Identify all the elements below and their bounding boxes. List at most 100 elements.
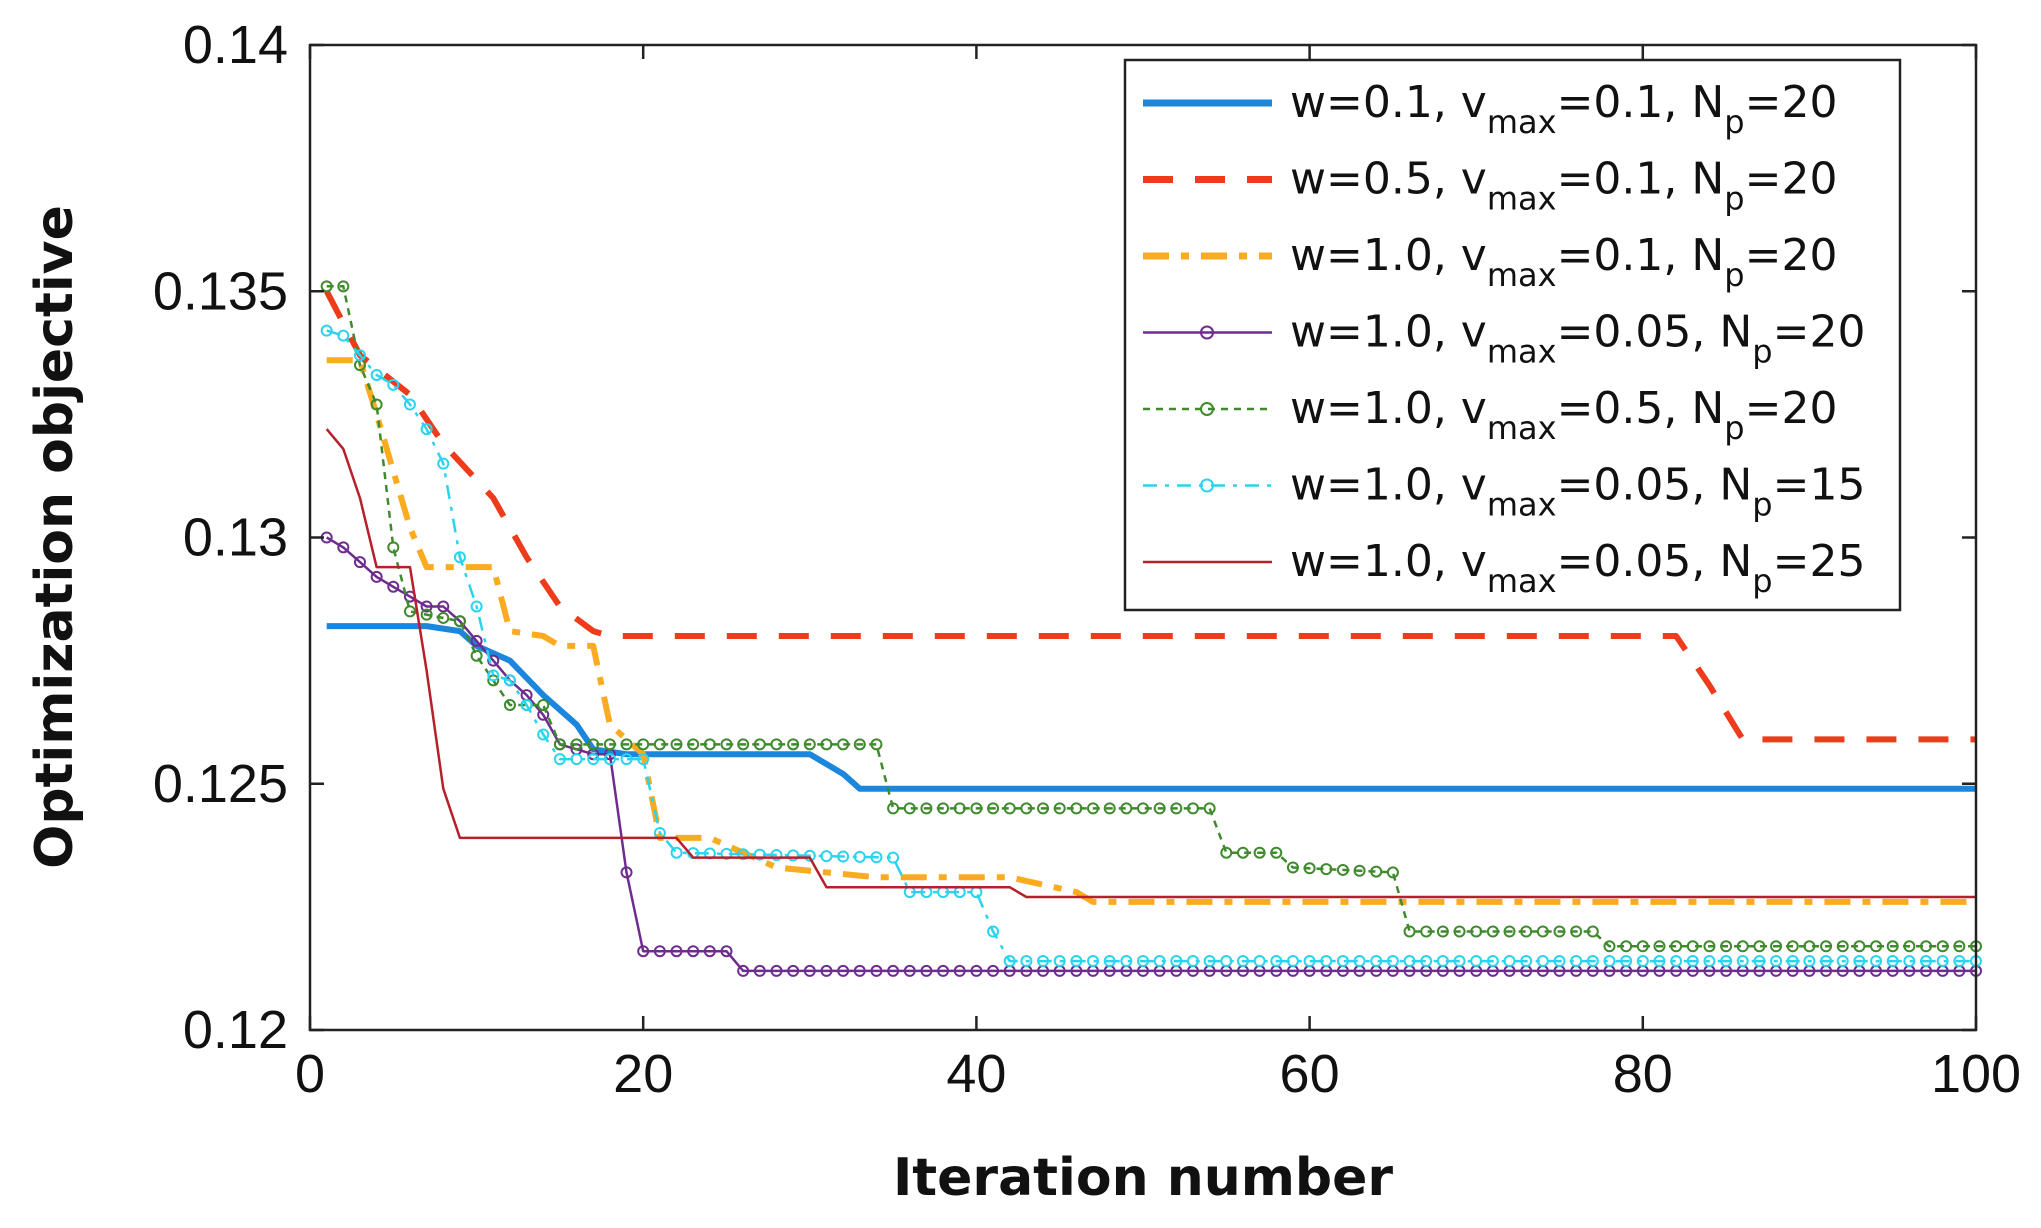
series-marker-6 (1020, 955, 1033, 968)
legend-label-2: w=0.5, vmax=0.1, Np=20 (1290, 154, 1837, 218)
series-marker-4 (987, 964, 1000, 977)
series-marker-4 (737, 964, 750, 977)
series-marker-6 (1220, 955, 1233, 968)
series-marker-6 (837, 850, 850, 863)
series-marker-6 (1103, 955, 1116, 968)
series-marker-5 (970, 802, 983, 815)
series-marker-6 (770, 848, 783, 861)
series-marker-6 (570, 753, 583, 766)
series-marker-6 (887, 851, 900, 864)
series-marker-6 (1253, 955, 1266, 968)
series-marker-6 (1953, 955, 1966, 968)
series-marker-6 (503, 674, 516, 687)
x-axis-title: Iteration number (893, 1148, 1393, 1208)
series-marker-5 (1570, 925, 1583, 938)
series-marker-6 (1087, 955, 1100, 968)
series-marker-5 (437, 611, 450, 624)
series-marker-6 (387, 378, 400, 391)
series-marker-5 (1636, 940, 1649, 953)
series-marker-5 (1836, 940, 1849, 953)
series-marker-6 (537, 728, 550, 741)
series-marker-6 (1003, 955, 1016, 968)
series-marker-4 (387, 580, 400, 593)
legend-box (1123, 58, 1902, 612)
series-marker-6 (1470, 955, 1483, 968)
series-marker-6 (1420, 955, 1433, 968)
series-marker-6 (987, 925, 1000, 938)
series-marker-4 (620, 866, 633, 879)
series-marker-6 (1786, 955, 1799, 968)
series-marker-5 (1720, 940, 1733, 953)
series-marker-5 (1303, 862, 1316, 875)
series-marker-5 (820, 738, 833, 751)
series-marker-5 (587, 738, 600, 751)
series-marker-6 (1520, 955, 1533, 968)
series-marker-4 (953, 964, 966, 977)
legend-label-3: w=1.0, vmax=0.1, Np=20 (1290, 230, 1837, 294)
series-marker-5 (1170, 802, 1183, 815)
series-marker-4 (487, 654, 500, 667)
series-marker-6 (1053, 955, 1066, 968)
series-marker-4 (670, 945, 683, 958)
y-axis-title: Optimization objective (25, 205, 85, 869)
series-marker-5 (653, 738, 666, 751)
series-marker-6 (1186, 955, 1199, 968)
series-marker-6 (1353, 955, 1366, 968)
series-marker-6 (1870, 955, 1883, 968)
series-marker-5 (453, 615, 466, 628)
series-marker-5 (1286, 861, 1299, 874)
series-marker-6 (1486, 955, 1499, 968)
series-marker-5 (337, 280, 350, 293)
series-marker-5 (1536, 925, 1549, 938)
series-marker-6 (620, 753, 633, 766)
series-marker-5 (787, 738, 800, 751)
series-line-3 (326, 357, 1976, 905)
series-marker-6 (1653, 955, 1666, 968)
series-marker-5 (370, 398, 383, 411)
series-marker-5 (887, 802, 900, 815)
series-marker-5 (1603, 940, 1616, 953)
series-marker-6 (553, 753, 566, 766)
y-tick-label: 0.12 (183, 1000, 288, 1060)
series-marker-5 (1320, 863, 1333, 876)
series-marker-5 (1020, 802, 1033, 815)
series-marker-6 (1037, 955, 1050, 968)
series-marker-5 (1120, 802, 1133, 815)
series-marker-4 (970, 964, 983, 977)
series-marker-6 (853, 850, 866, 863)
series-marker-5 (920, 802, 933, 815)
series-marker-5 (620, 738, 633, 751)
series-marker-5 (1103, 802, 1116, 815)
series-marker-5 (1736, 940, 1749, 953)
series-marker-4 (753, 964, 766, 977)
series-marker-6 (1853, 955, 1866, 968)
series-marker-5 (720, 738, 733, 751)
series-marker-6 (1503, 955, 1516, 968)
series-line-7 (325, 428, 1976, 899)
series-marker-5 (1153, 802, 1166, 815)
x-tick-label: 100 (1931, 1044, 2021, 1104)
series-line-6 (326, 329, 1976, 963)
series-marker-5 (1486, 925, 1499, 938)
series-marker-5 (837, 738, 850, 751)
series-marker-6 (1753, 955, 1766, 968)
series-marker-5 (953, 802, 966, 815)
series-marker-5 (503, 698, 516, 711)
series-marker-6 (1070, 955, 1083, 968)
series-marker-6 (1720, 955, 1733, 968)
series-marker-6 (820, 850, 833, 863)
series-marker-5 (570, 738, 583, 751)
x-tick-label: 80 (1613, 1044, 1673, 1104)
series-marker-5 (1220, 846, 1233, 859)
series-marker-5 (1586, 925, 1599, 938)
series-marker-6 (337, 329, 350, 342)
series-line-5 (326, 285, 1976, 948)
series-marker-5 (1520, 925, 1533, 938)
series-marker-6 (1570, 955, 1583, 968)
series-marker-4 (420, 600, 433, 613)
series-marker-6 (1903, 955, 1916, 968)
series-marker-5 (1653, 940, 1666, 953)
series-marker-6 (1137, 955, 1149, 968)
series-marker-6 (437, 457, 450, 470)
series-marker-4 (687, 945, 700, 958)
